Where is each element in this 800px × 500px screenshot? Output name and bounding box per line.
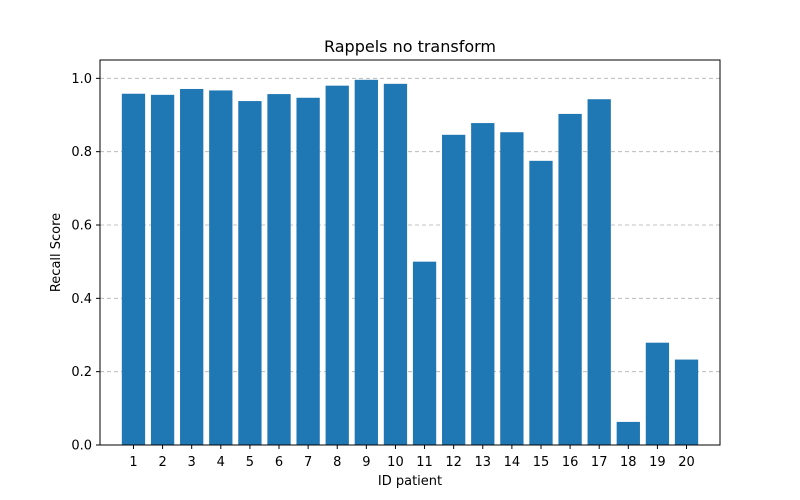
grid-lines	[100, 77, 720, 373]
y-axis-ticks: 0.0 0.2 0.4 0.6 0.8 1.0	[71, 72, 100, 454]
x-tick-label: 3	[188, 455, 196, 470]
x-tick-label: 20	[678, 455, 695, 470]
bar-19	[645, 342, 670, 445]
bar-9	[354, 79, 378, 446]
y-tick-label: 0.6	[71, 219, 92, 234]
x-tick-label: 5	[246, 455, 254, 470]
x-tick-label: 18	[620, 455, 637, 470]
y-tick-label: 1.0	[71, 72, 92, 87]
bar-2	[150, 94, 175, 445]
chart-title: Rappels no transform	[324, 37, 496, 56]
bar-20	[674, 359, 699, 445]
bar-13	[471, 123, 495, 446]
y-tick-label: 0.2	[71, 365, 92, 380]
x-tick-label: 12	[445, 455, 462, 470]
x-tick-label: 6	[275, 455, 283, 470]
x-tick-label: 10	[387, 455, 404, 470]
bar-1	[121, 93, 146, 445]
bar-4	[209, 90, 233, 445]
bar-10	[383, 83, 408, 445]
x-tick-label: 9	[362, 455, 370, 470]
bar-8	[325, 85, 349, 446]
y-tick-label: 0.4	[71, 292, 92, 307]
x-tick-label: 14	[504, 455, 521, 470]
bar-14	[500, 132, 524, 445]
bar-15	[529, 160, 553, 446]
bar-16	[558, 113, 582, 446]
bar-17	[587, 99, 611, 445]
bar-12	[442, 134, 466, 446]
plot-frame	[99, 59, 721, 446]
x-tick-label: 8	[333, 455, 341, 470]
y-axis-title: Recall Score	[49, 213, 64, 292]
bar-5	[238, 101, 262, 446]
x-tick-label: 16	[562, 455, 579, 470]
x-tick-label: 11	[416, 455, 433, 470]
x-tick-label: 2	[158, 455, 166, 470]
x-axis-title: ID patient	[378, 474, 442, 489]
bar-11	[412, 261, 437, 445]
x-tick-label: 4	[217, 455, 225, 470]
y-tick-label: 0.8	[71, 145, 92, 160]
bar-7	[296, 97, 320, 446]
x-tick-label: 13	[474, 455, 491, 470]
x-axis-ticks: 1 2 3 4 5 6 7 8 9 10 11 12 13 14 15 16 17 18 19 20	[129, 445, 695, 470]
bar-6	[267, 94, 291, 445]
bar-18	[616, 421, 640, 445]
x-tick-label: 17	[591, 455, 608, 470]
x-tick-label: 15	[533, 455, 550, 470]
x-tick-label: 7	[304, 455, 312, 470]
bar-3	[180, 88, 204, 445]
x-tick-label: 19	[649, 455, 666, 470]
bars	[121, 79, 699, 446]
y-tick-label: 0.0	[71, 439, 92, 454]
x-tick-label: 1	[129, 455, 137, 470]
